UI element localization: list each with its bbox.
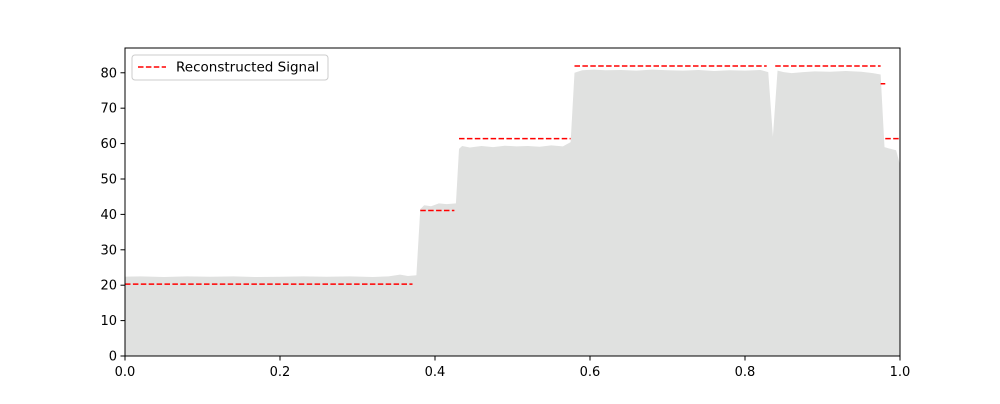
- y-tick-label: 30: [100, 243, 117, 258]
- y-tick-label: 60: [100, 137, 117, 152]
- y-tick-label: 20: [100, 279, 117, 294]
- y-tick-label: 40: [100, 208, 117, 223]
- x-tick-label: 0.6: [580, 365, 601, 380]
- y-tick-label: 0: [109, 350, 117, 365]
- plot-area: [125, 65, 900, 356]
- legend-box: [131, 54, 329, 81]
- x-tick-label: 0.0: [115, 365, 136, 380]
- y-tick-label: 50: [100, 172, 117, 187]
- signal-area: [125, 69, 900, 356]
- y-tick-label: 10: [100, 314, 117, 329]
- x-axis: 0.0 0.2 0.4 0.6 0.8 1.0: [115, 356, 911, 380]
- legend: Reconstructed Signal: [131, 54, 329, 81]
- x-tick-label: 1.0: [890, 365, 911, 380]
- y-axis: 0 10 20 30 40 50 60 70 80: [100, 66, 125, 365]
- x-tick-label: 0.2: [270, 365, 291, 380]
- x-tick-label: 0.4: [425, 365, 446, 380]
- x-tick-label: 0.8: [735, 365, 756, 380]
- plot-frame: [124, 47, 901, 357]
- y-tick-label: 70: [100, 102, 117, 117]
- y-tick-label: 80: [100, 66, 117, 81]
- legend-label-reconstructed-signal: Reconstructed Signal: [176, 60, 319, 76]
